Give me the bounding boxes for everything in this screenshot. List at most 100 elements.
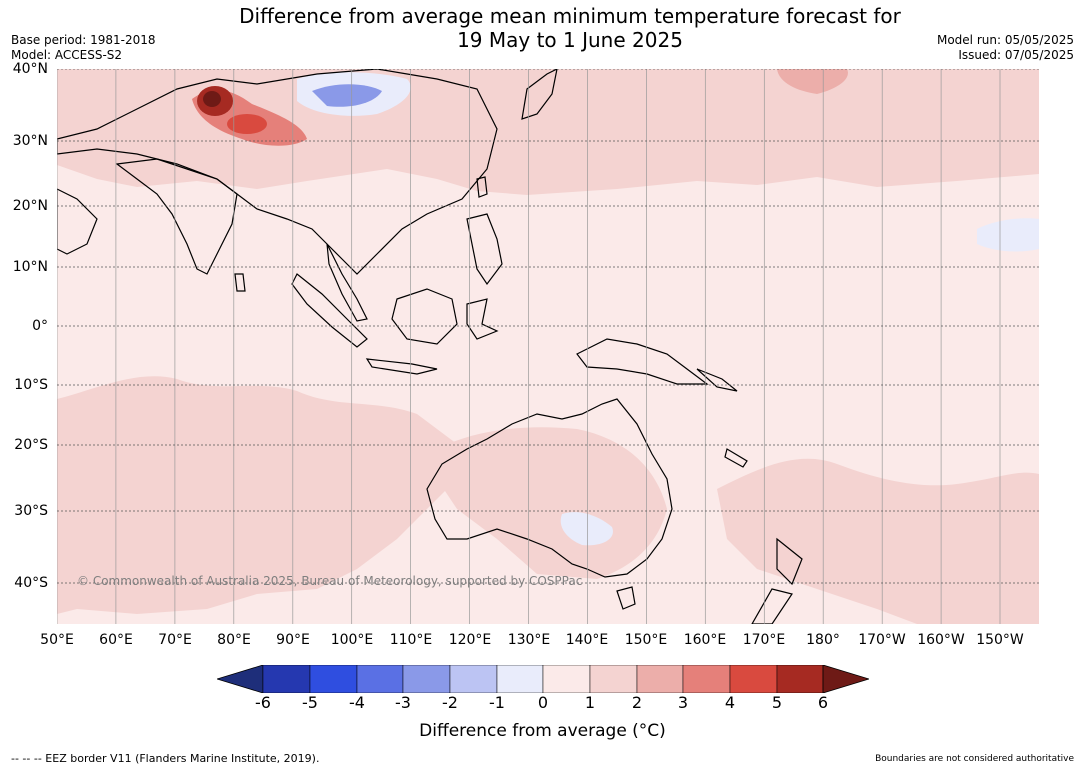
colorbar-tick: -1 (489, 693, 505, 712)
lon-label: 60°E (99, 632, 133, 648)
colorbar-tick: 2 (631, 693, 643, 712)
colorbar-segment (729, 664, 778, 694)
title-line-2: 19 May to 1 June 2025 (457, 28, 683, 52)
eez-border-note: -- -- -- EEZ border V11 (Flanders Marine… (11, 752, 320, 765)
lat-label: 0° (32, 318, 48, 334)
model-run: Model run: 05/05/2025 (936, 33, 1074, 47)
issued-date: Issued: 07/05/2025 (958, 48, 1074, 62)
lon-label: 120°E (448, 632, 492, 648)
colorbar-segment (262, 664, 311, 694)
solomon-islands-outline (696, 368, 738, 392)
japan-outline (521, 69, 558, 120)
lon-label: 110°E (389, 632, 433, 648)
anomaly-band-1to2-north (57, 69, 1039, 195)
lon-label: 80°E (217, 632, 251, 648)
lon-label: 70°E (158, 632, 192, 648)
anomaly-band-1to2-australia (437, 427, 667, 579)
lon-label: 50°E (40, 632, 74, 648)
philippines-outline (466, 213, 503, 286)
graticule (57, 69, 1001, 624)
lon-label: 170°W (858, 632, 906, 648)
colorbar-segment (356, 664, 404, 694)
anomaly-band-pos-himalaya-inner (227, 114, 267, 134)
sulawesi-outline (466, 298, 499, 340)
lon-label: 100°E (330, 632, 374, 648)
anomaly-shading (57, 69, 1039, 624)
anomaly-band-0to1-patch (977, 218, 1039, 252)
colorbar-min-arrow (215, 664, 264, 694)
colorbar-segment (449, 664, 498, 694)
colorbar-tick: 5 (771, 693, 783, 712)
colorbar-segment (309, 664, 358, 694)
colorbar-segment (496, 664, 544, 694)
lat-label: 30°S (14, 503, 48, 519)
colorbar-tick: -2 (442, 693, 458, 712)
anomaly-band-1to2-central (57, 376, 477, 614)
colorbar (215, 664, 871, 694)
colorbar-tick: 3 (677, 693, 689, 712)
lon-label: 160°W (917, 632, 965, 648)
metadata-right: Model run: 05/05/2025 Issued: 07/05/2025 (937, 33, 1074, 63)
malay-peninsula-outline (326, 243, 368, 322)
landmass-outlines (57, 69, 803, 624)
arabia-outline (57, 188, 98, 255)
anomaly-band-pos-himalaya-peak (203, 91, 221, 107)
colorbar-tick: -4 (349, 693, 365, 712)
colorbar-segment (682, 664, 731, 694)
metadata-left: Base period: 1981-2018 Model: ACCESS-S2 (11, 33, 156, 63)
lat-label: 20°S (14, 437, 48, 453)
new-zealand-south-outline (751, 588, 793, 624)
colorbar-tick: -6 (255, 693, 271, 712)
colorbar-label: Difference from average (°C) (419, 721, 666, 741)
java-outline (365, 358, 438, 375)
new-guinea-outline (576, 338, 709, 385)
asia-mainland-outline (57, 69, 498, 275)
lon-label: 130°E (507, 632, 551, 648)
anomaly-band-neg-australia (560, 512, 613, 546)
colorbar-max-arrow (822, 664, 871, 694)
lon-label: 180° (806, 632, 840, 648)
new-caledonia-outline (724, 448, 748, 468)
anomaly-band-1to2-east (717, 458, 1039, 624)
australia-outline (426, 398, 673, 578)
anomaly-band-neg-tibet-core (312, 84, 382, 107)
colorbar-segment (776, 664, 824, 694)
colorbar-graphic (215, 664, 871, 694)
title-line-1: Difference from average mean minimum tem… (239, 4, 901, 28)
india-outline (115, 158, 238, 275)
colorbar-tick: -5 (302, 693, 318, 712)
lat-label: 40°N (12, 61, 48, 77)
lon-label: 170°E (742, 632, 786, 648)
colorbar-segment (636, 664, 684, 694)
colorbar-tick: 1 (584, 693, 596, 712)
lon-label: 90°E (276, 632, 310, 648)
new-zealand-north-outline (776, 537, 803, 586)
sumatra-outline (291, 273, 368, 348)
lat-label: 20°N (12, 198, 48, 214)
anomaly-band-pos-nw-pacific (777, 69, 848, 94)
colorbar-tick: 0 (537, 693, 549, 712)
lon-label: 150°E (624, 632, 668, 648)
map-title: Difference from average mean minimum tem… (0, 4, 1085, 52)
lat-label: 30°N (12, 133, 48, 149)
borneo-outline (391, 288, 458, 345)
tasmania-outline (616, 586, 636, 610)
copyright-notice: © Commonwealth of Australia 2025, Bureau… (77, 574, 583, 588)
lat-label: 10°S (14, 377, 48, 393)
base-period: Base period: 1981-2018 (11, 33, 156, 47)
colorbar-segment (542, 664, 591, 694)
colorbar-tick: 6 (817, 693, 829, 712)
taiwan-outline (476, 176, 488, 198)
colorbar-segment (589, 664, 638, 694)
map-panel: © Commonwealth of Australia 2025, Bureau… (57, 69, 1039, 624)
colorbar-tick: 4 (724, 693, 736, 712)
lon-label: 140°E (565, 632, 609, 648)
colorbar-tick: -3 (395, 693, 411, 712)
lon-label: 150°W (976, 632, 1024, 648)
map-graphic (57, 69, 1039, 624)
lon-label: 160°E (683, 632, 727, 648)
boundaries-disclaimer: Boundaries are not considered authoritat… (875, 754, 1074, 764)
model-name: Model: ACCESS-S2 (11, 48, 123, 62)
sri-lanka-outline (234, 273, 246, 292)
lat-label: 40°S (14, 575, 48, 591)
